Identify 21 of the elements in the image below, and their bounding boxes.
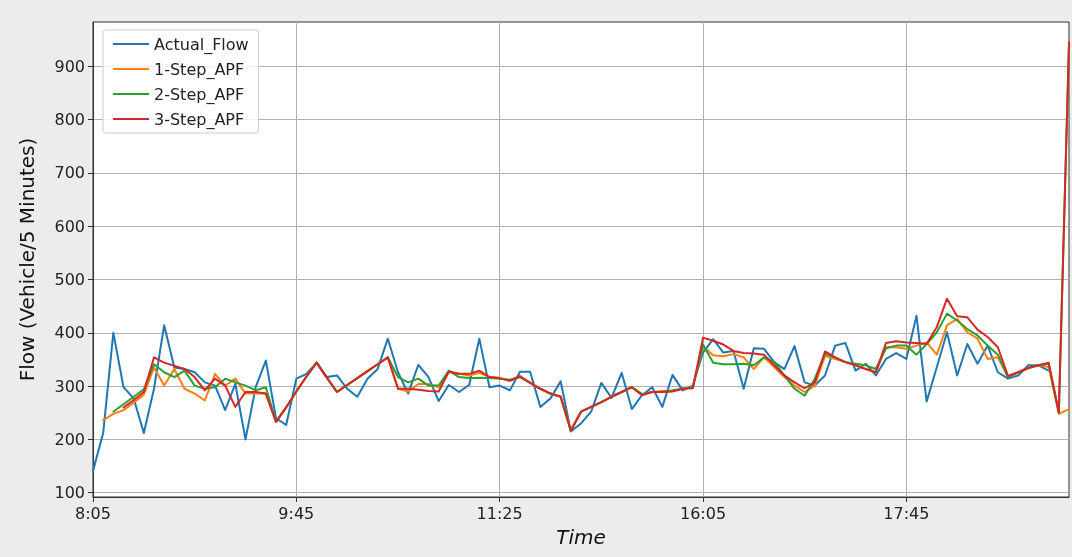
x-tick-label: 16:05	[679, 503, 727, 523]
legend-label: Actual_Flow	[154, 34, 249, 55]
y-tick-label: 800	[54, 110, 85, 130]
y-tick-label: 200	[54, 429, 85, 449]
legend-label: 1-Step_APF	[154, 59, 245, 80]
y-tick-label: 600	[54, 216, 85, 236]
y-tick-label: 300	[54, 376, 85, 396]
y-tick-label: 900	[54, 56, 85, 76]
legend-label: 2-Step_APF	[154, 84, 245, 105]
x-axis-title: Time	[556, 525, 606, 549]
x-tick-label: 9:45	[278, 503, 315, 523]
y-tick-label: 400	[54, 323, 85, 343]
x-tick-label: 17:45	[883, 503, 930, 523]
line-series	[92, 314, 1050, 472]
x-tick-label: 8:05	[75, 503, 111, 523]
y-tick-label: 700	[54, 163, 85, 183]
legend-label: 3-Step_APF	[154, 109, 245, 130]
y-tick-label: 500	[54, 269, 85, 289]
y-axis-title: Flow (Vehicle/5 Minutes)	[15, 137, 39, 382]
x-tick-label: 11:25	[476, 503, 523, 523]
y-tick-label: 100	[54, 483, 85, 503]
